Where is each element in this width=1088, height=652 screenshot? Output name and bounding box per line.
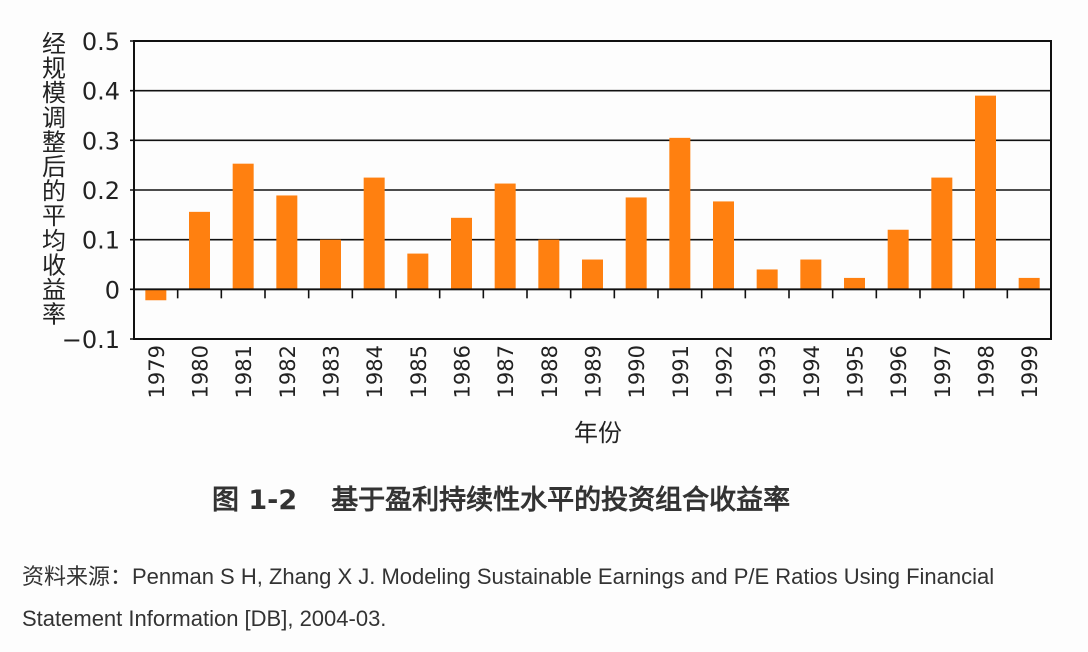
bar [363, 177, 385, 290]
bar [800, 259, 822, 290]
y-tick-label: 0.2 [82, 177, 120, 205]
x-tick-label: 1986 [451, 345, 475, 398]
y-axis-label-char: 调 [42, 104, 66, 132]
x-tick-label: 1982 [276, 345, 300, 398]
bar [713, 201, 734, 290]
x-tick-label: 1999 [1018, 345, 1042, 398]
x-tick-label: 1998 [975, 345, 999, 398]
source-note: 资料来源：Penman S H, Zhang X J. Modeling Sus… [22, 564, 995, 631]
x-tick-label: 1996 [887, 345, 911, 398]
y-axis-label-char: 整 [42, 128, 66, 156]
x-tick-label: 1994 [800, 345, 824, 398]
bar [232, 163, 254, 290]
y-axis-label-char: 的 [42, 178, 66, 206]
bar [844, 277, 865, 290]
bar [669, 137, 691, 290]
bar [975, 95, 996, 290]
y-axis-label-char: 模 [42, 79, 66, 107]
y-axis-label-char: 率 [42, 301, 66, 329]
bar [625, 197, 647, 290]
y-axis-label-char: 益 [42, 276, 66, 304]
bar [887, 229, 909, 290]
bar [407, 253, 429, 290]
x-tick-label: 1992 [713, 345, 737, 398]
x-tick-label: 1980 [189, 345, 213, 398]
bar [276, 195, 298, 290]
x-tick-label: 1983 [320, 345, 344, 398]
y-tick-label: 0.4 [82, 78, 120, 106]
bar [145, 289, 167, 301]
bar [494, 183, 516, 290]
bar-chart: 0.5 0.4 0.3 0.2 0.1 0 −0.1 1979 1980 1981 1982 1983… [42, 28, 1052, 447]
y-axis-label-char: 后 [42, 153, 66, 181]
x-axis-label: 年份 [574, 419, 622, 447]
caption-number: 图 1-2 [212, 485, 298, 516]
bar [756, 269, 778, 290]
bar [582, 259, 603, 290]
y-axis-label-char: 平 [42, 202, 66, 230]
x-tick-label: 1988 [538, 345, 562, 398]
y-tick-label: 0.5 [82, 28, 120, 56]
bar [1018, 277, 1040, 290]
bar [189, 211, 210, 290]
x-tick-label: 1979 [145, 345, 169, 398]
y-tick-label: 0.1 [82, 227, 120, 255]
y-axis-label-char: 规 [42, 55, 66, 83]
x-tick-label: 1990 [625, 345, 649, 398]
x-tick-label: 1985 [407, 345, 431, 398]
y-tick-label: 0.3 [82, 127, 120, 155]
x-tick-label: 1995 [844, 345, 868, 398]
y-axis-label-char: 经 [42, 30, 66, 58]
plot-frame [133, 40, 1052, 340]
y-axis-label-char: 收 [42, 251, 66, 279]
bar [931, 177, 953, 290]
bar [320, 239, 341, 290]
x-tick-label: 1989 [582, 345, 606, 398]
x-tick-label: 1981 [232, 345, 256, 398]
y-tick-label: −0.1 [62, 326, 120, 354]
bar [451, 217, 472, 290]
x-tick-label: 1997 [931, 345, 955, 398]
y-tick-label: 0 [105, 276, 120, 304]
caption-title: 基于盈利持续性水平的投资组合收益率 [331, 485, 791, 516]
x-tick-label: 1993 [756, 345, 780, 398]
bar [538, 239, 560, 290]
x-tick-label: 1991 [669, 345, 693, 398]
figure-caption: 图 1-2 基于盈利持续性水平的投资组合收益率 [212, 478, 790, 517]
x-tick-label: 1984 [363, 345, 387, 398]
x-tick-label: 1987 [494, 345, 518, 398]
y-axis-label-char: 均 [42, 227, 66, 255]
